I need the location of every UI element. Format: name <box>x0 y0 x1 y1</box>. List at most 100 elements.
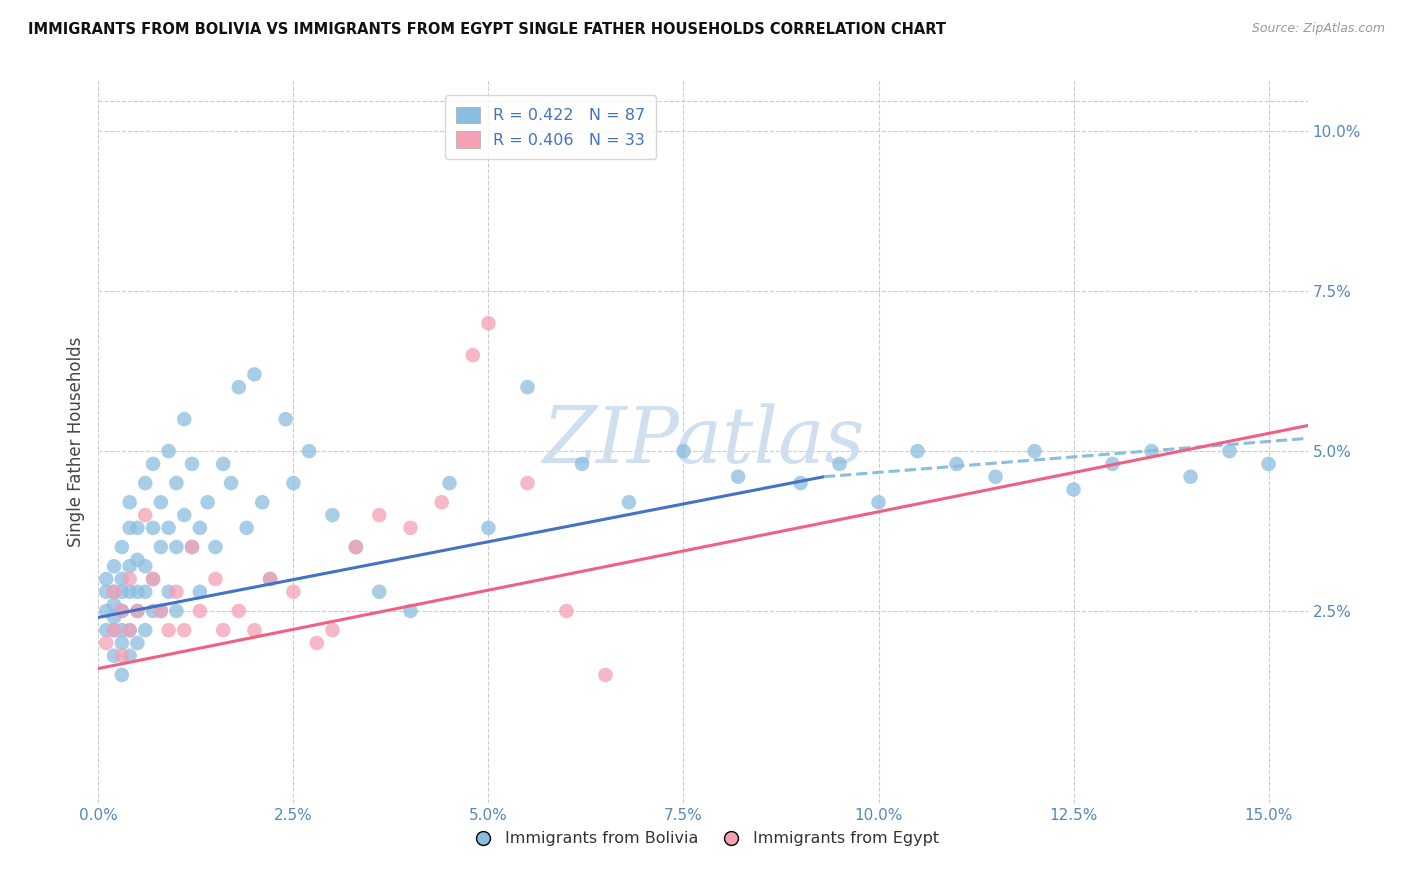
Point <box>1180 469 1202 483</box>
Point <box>235 521 257 535</box>
Text: ZIPatlas: ZIPatlas <box>541 403 865 480</box>
Point <box>173 623 195 637</box>
Point <box>181 540 204 554</box>
Point <box>1257 457 1279 471</box>
Point <box>1024 444 1046 458</box>
Point <box>111 604 134 618</box>
Point <box>259 572 281 586</box>
Point <box>516 380 538 394</box>
Point <box>188 521 211 535</box>
Point <box>188 584 211 599</box>
Point <box>157 444 180 458</box>
Point <box>134 623 156 637</box>
Point <box>118 521 141 535</box>
Point <box>103 623 125 637</box>
Point <box>118 584 141 599</box>
Point <box>727 469 749 483</box>
Point <box>212 457 235 471</box>
Point <box>868 495 890 509</box>
Point <box>103 584 125 599</box>
Point <box>204 540 226 554</box>
Point <box>111 584 134 599</box>
Point <box>173 412 195 426</box>
Point <box>1219 444 1241 458</box>
Point <box>149 604 172 618</box>
Point <box>321 623 343 637</box>
Point <box>111 623 134 637</box>
Point <box>828 457 851 471</box>
Point <box>165 476 187 491</box>
Point <box>243 368 266 382</box>
Point <box>142 604 165 618</box>
Point <box>103 584 125 599</box>
Point <box>103 559 125 574</box>
Point <box>181 540 204 554</box>
Point <box>103 648 125 663</box>
Point <box>142 572 165 586</box>
Point <box>165 584 187 599</box>
Point <box>96 623 118 637</box>
Point <box>127 604 149 618</box>
Point <box>111 648 134 663</box>
Point <box>243 623 266 637</box>
Point <box>344 540 367 554</box>
Point <box>571 457 593 471</box>
Point <box>96 636 118 650</box>
Point <box>984 469 1007 483</box>
Point <box>368 508 391 522</box>
Point <box>477 521 499 535</box>
Point <box>399 604 422 618</box>
Point <box>103 623 125 637</box>
Point <box>157 584 180 599</box>
Point <box>111 636 134 650</box>
Point <box>127 521 149 535</box>
Point <box>127 553 149 567</box>
Point <box>149 540 172 554</box>
Point <box>165 604 187 618</box>
Point <box>142 521 165 535</box>
Point <box>228 380 250 394</box>
Point <box>111 668 134 682</box>
Point <box>204 572 226 586</box>
Point <box>149 495 172 509</box>
Point <box>789 476 811 491</box>
Point <box>344 540 367 554</box>
Point <box>173 508 195 522</box>
Point <box>617 495 640 509</box>
Point <box>516 476 538 491</box>
Point <box>274 412 297 426</box>
Text: IMMIGRANTS FROM BOLIVIA VS IMMIGRANTS FROM EGYPT SINGLE FATHER HOUSEHOLDS CORREL: IMMIGRANTS FROM BOLIVIA VS IMMIGRANTS FR… <box>28 22 946 37</box>
Point <box>127 604 149 618</box>
Point <box>103 598 125 612</box>
Point <box>439 476 461 491</box>
Point <box>96 572 118 586</box>
Point <box>259 572 281 586</box>
Point <box>672 444 695 458</box>
Point <box>1063 483 1085 497</box>
Point <box>1140 444 1163 458</box>
Point <box>477 316 499 330</box>
Point <box>252 495 274 509</box>
Point <box>134 584 156 599</box>
Point <box>134 559 156 574</box>
Point <box>118 623 141 637</box>
Point <box>321 508 343 522</box>
Point <box>1101 457 1123 471</box>
Point <box>188 604 211 618</box>
Point <box>283 476 305 491</box>
Point <box>118 623 141 637</box>
Point <box>555 604 578 618</box>
Point <box>197 495 219 509</box>
Point <box>368 584 391 599</box>
Point <box>96 604 118 618</box>
Point <box>907 444 929 458</box>
Point <box>945 457 967 471</box>
Point <box>149 604 172 618</box>
Point <box>219 476 242 491</box>
Point <box>399 521 422 535</box>
Point <box>142 457 165 471</box>
Point <box>127 636 149 650</box>
Point <box>118 572 141 586</box>
Point <box>305 636 328 650</box>
Point <box>96 584 118 599</box>
